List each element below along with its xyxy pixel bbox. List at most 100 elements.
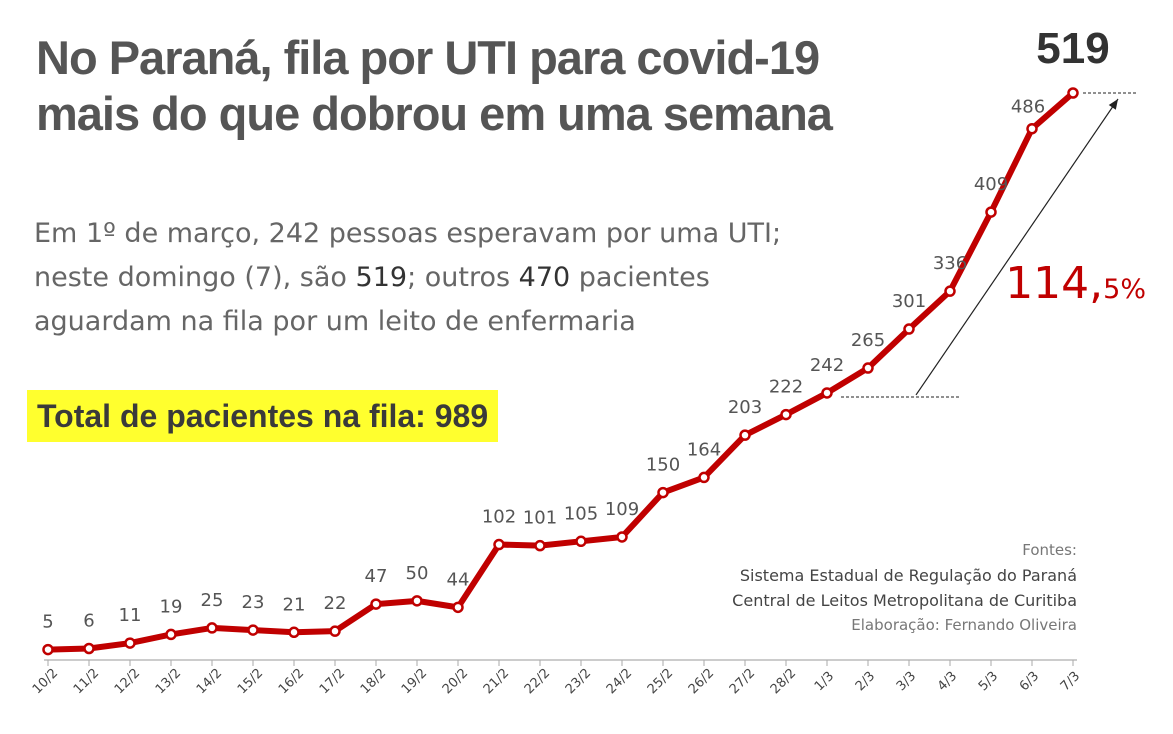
- data-point: [83, 642, 95, 655]
- x-tick-label: 24/2: [604, 666, 635, 697]
- data-label: 47: [365, 566, 388, 587]
- data-points: [42, 87, 1079, 656]
- chart-title: No Paraná, fila por UTI para covid-19 ma…: [36, 30, 833, 142]
- x-tick-label: 14/2: [194, 666, 225, 697]
- data-point: [862, 362, 874, 374]
- data-label: 301: [892, 291, 926, 312]
- x-tick-label: 5/3: [976, 669, 1001, 694]
- data-label: 44: [447, 569, 470, 590]
- annotation-arrow-line: [915, 98, 1119, 396]
- data-point: [411, 595, 423, 607]
- subtitle-highlight-470: 470: [518, 262, 571, 293]
- series-line: [45, 90, 1076, 653]
- data-point: [206, 622, 218, 634]
- growth-annotation: [841, 92, 1138, 398]
- subtitle-line-3: aguardam na fila por um leito de enferma…: [34, 306, 636, 337]
- data-label: 336: [933, 253, 967, 274]
- x-tick-label: 20/2: [440, 666, 471, 697]
- data-label: 109: [605, 499, 639, 520]
- sources-block: Fontes: Sistema Estadual de Regulação do…: [732, 538, 1077, 638]
- data-point: [780, 408, 792, 421]
- x-tick-label: 23/2: [563, 666, 594, 697]
- subtitle-line-1: Em 1º de março, 242 pessoas esperavam po…: [34, 218, 782, 249]
- x-tick-label: 18/2: [358, 666, 389, 697]
- chart-title-line-2: mais do que dobrou em uma semana: [36, 87, 833, 140]
- x-tick-label: 16/2: [276, 666, 307, 697]
- growth-percent-int: 114,: [1005, 258, 1103, 309]
- data-point: [698, 471, 710, 484]
- x-tick-label: 21/2: [481, 666, 512, 697]
- x-tick-label: 3/3: [894, 669, 919, 694]
- subtitle-line-2: neste domingo (7), são 519; outros 470 p…: [34, 256, 781, 300]
- data-label: 11: [119, 605, 142, 626]
- data-point: [288, 626, 300, 639]
- data-label: 101: [523, 508, 557, 529]
- x-tick-label: 10/2: [30, 666, 61, 697]
- data-point: [1067, 87, 1079, 99]
- data-label: 22: [324, 593, 347, 614]
- x-axis: 10/2 11/2 12/2 13/2 14/2 15/2 16/2 17/2 18/2 19/2…: [30, 659, 1083, 697]
- x-tick-label: 12/2: [112, 666, 143, 697]
- data-label: 409: [974, 174, 1008, 195]
- data-point: [903, 323, 915, 335]
- data-point: [534, 539, 546, 552]
- data-label: 203: [728, 397, 762, 418]
- subtitle-highlight-519: 519: [355, 262, 408, 293]
- subtitle-line-2-part-c: ; outros: [407, 262, 519, 293]
- x-tick-label: 25/2: [645, 666, 676, 697]
- data-label: 486: [1011, 97, 1045, 118]
- data-label: 150: [646, 455, 680, 476]
- x-tick-label: 4/3: [935, 669, 960, 694]
- data-point: [452, 601, 464, 614]
- data-label: 50: [406, 563, 429, 584]
- data-point: [165, 628, 177, 641]
- data-label: 105: [564, 503, 598, 524]
- data-label: 5: [42, 612, 53, 633]
- data-point: [370, 598, 382, 610]
- data-label: 222: [769, 377, 803, 398]
- x-tick-label: 6/3: [1017, 669, 1042, 694]
- series-line-group: [45, 90, 1076, 653]
- chart-title-line-1: No Paraná, fila por UTI para covid-19: [36, 31, 820, 84]
- x-tick-label: 7/3: [1058, 669, 1083, 694]
- subtitle-line-2-part-e: pacientes: [570, 262, 710, 293]
- data-label: 265: [851, 330, 885, 351]
- sources-heading: Fontes:: [1022, 541, 1077, 559]
- source-1: Sistema Estadual de Regulação do Paraná: [739, 566, 1077, 585]
- data-labels: 5 6 11 19 25 23 21 22 47 50 44 102 101 105 109 150 164 20…: [42, 24, 1109, 633]
- growth-percent-label: 114,5%: [1005, 258, 1146, 309]
- data-point: [247, 624, 259, 636]
- x-tick-label: 27/2: [727, 666, 758, 697]
- x-tick-label: 19/2: [399, 666, 430, 697]
- data-label-final: 519: [1036, 24, 1109, 73]
- source-2: Central de Leitos Metropolitana de Curit…: [732, 591, 1077, 610]
- data-label: 164: [687, 439, 721, 460]
- data-point: [944, 285, 956, 297]
- x-tick-label: 26/2: [686, 666, 717, 697]
- x-tick-label: 28/2: [768, 666, 799, 697]
- data-point: [739, 429, 751, 441]
- credit: Elaboração: Fernando Oliveira: [851, 616, 1077, 634]
- x-tick-label: 15/2: [235, 666, 266, 697]
- data-label: 23: [242, 592, 265, 613]
- data-label: 102: [482, 507, 516, 528]
- subtitle-line-2-part-a: neste domingo (7), são: [34, 262, 356, 293]
- data-label: 25: [201, 590, 224, 611]
- data-label: 6: [83, 611, 94, 632]
- data-label: 19: [160, 596, 183, 617]
- data-point: [821, 387, 833, 399]
- data-label: 242: [810, 355, 844, 376]
- x-tick-label: 1/3: [812, 669, 837, 694]
- chart-subtitle: Em 1º de março, 242 pessoas esperavam po…: [34, 212, 781, 344]
- data-point: [575, 535, 587, 548]
- data-point: [493, 538, 505, 551]
- annotation-arrow-head: [1108, 99, 1118, 110]
- data-point: [985, 206, 997, 218]
- total-patients-highlight: Total de pacientes na fila: 989: [27, 390, 499, 442]
- data-point: [124, 637, 136, 649]
- growth-percent-dec: 5%: [1103, 274, 1146, 305]
- x-tick-label: 17/2: [317, 666, 348, 697]
- data-point: [1026, 122, 1038, 135]
- x-tick-label: 2/3: [853, 669, 878, 694]
